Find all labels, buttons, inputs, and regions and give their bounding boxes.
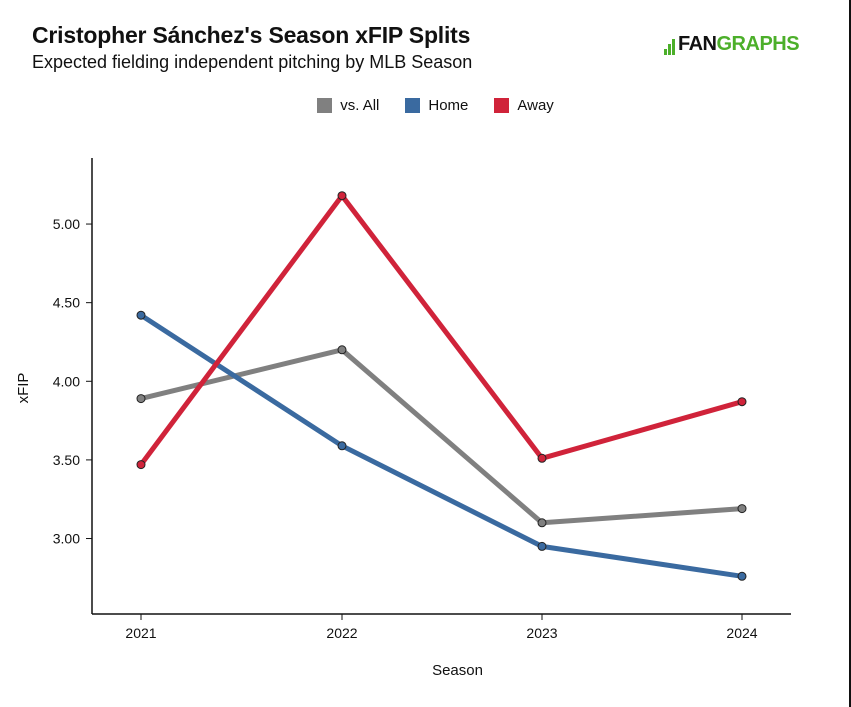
logo-fan-text: FAN [678, 33, 717, 55]
data-point-away [136, 460, 146, 470]
x-tick-label: 2022 [326, 625, 357, 641]
x-tick-label: 2023 [526, 625, 557, 641]
data-point-vs-all [737, 504, 747, 514]
x-tick-label: 2024 [726, 625, 757, 641]
fangraphs-logo: FANGRAPHS [664, 33, 800, 56]
chart-subtitle: Expected fielding independent pitching b… [32, 52, 473, 72]
data-point-home [737, 571, 747, 581]
y-tick-label: 4.00 [53, 373, 80, 389]
legend-item-home: Home [405, 97, 468, 114]
data-point-away [337, 191, 347, 201]
frame-border [849, 0, 851, 707]
legend-swatch [494, 98, 510, 113]
chart-title: Cristopher Sánchez's Season xFIP Splits [32, 22, 471, 48]
legend-label: vs. All [340, 97, 380, 114]
y-tick-label: 3.50 [53, 452, 80, 468]
y-tick-label: 4.50 [53, 295, 80, 311]
series-line-home [138, 312, 745, 579]
legend-label: Away [517, 97, 554, 114]
legend-item-away: Away [494, 97, 554, 114]
data-point-home [337, 441, 347, 451]
data-point-away [737, 397, 747, 407]
data-point-home [537, 541, 547, 551]
logo-graphs-text: GRAPHS [716, 33, 800, 55]
legend-swatch [405, 98, 421, 113]
legend-item-vs-all: vs. All [317, 97, 379, 114]
data-point-away [537, 453, 547, 463]
data-point-vs-all [136, 394, 146, 404]
data-point-vs-all [537, 518, 547, 528]
x-tick-label: 2021 [125, 625, 156, 641]
logo-bars-icon [664, 35, 676, 55]
y-tick-label: 3.00 [53, 531, 80, 547]
y-axis-title: xFIP [15, 373, 32, 404]
data-point-home [136, 310, 146, 320]
chart-legend: vs. All Home Away [0, 97, 851, 114]
series-line-away [138, 193, 745, 468]
series-line-vs-all [138, 347, 745, 526]
y-tick-label: 5.00 [53, 216, 80, 232]
data-point-vs-all [337, 345, 347, 355]
legend-swatch [317, 98, 333, 113]
legend-label: Home [428, 97, 469, 114]
x-axis-title: Season [432, 662, 483, 679]
